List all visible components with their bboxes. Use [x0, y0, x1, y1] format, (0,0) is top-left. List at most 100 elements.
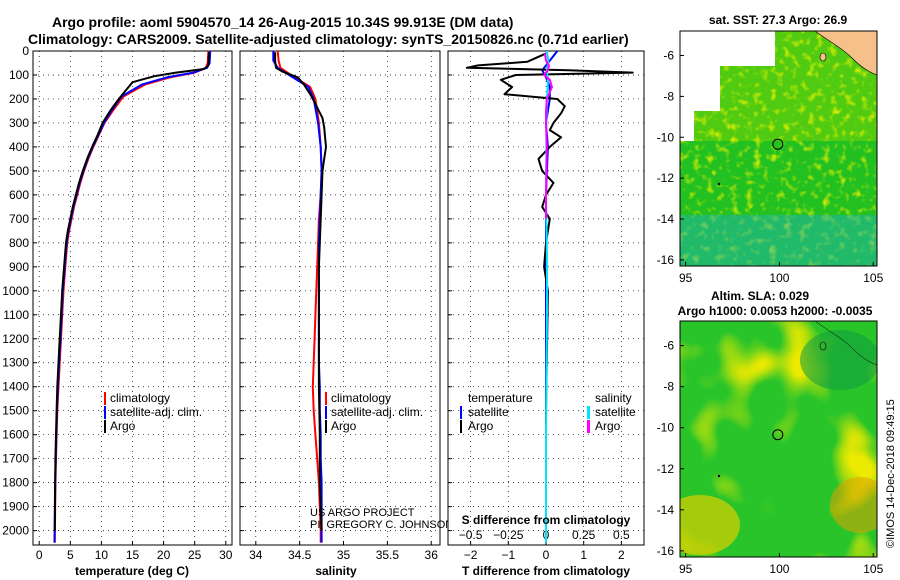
legend-climatology-label: climatology — [110, 391, 170, 405]
y-tick-label: 400 — [9, 140, 29, 154]
y-tick-label: 500 — [9, 164, 29, 178]
temperature-axis-ticks: 0 5 10 15 20 25 30 — [36, 541, 233, 562]
legend-s-argo-swatch — [587, 420, 590, 433]
sla-map-axis-ticks: 95 100 105 -6 -8 -10 -12 -14 -16 — [657, 339, 884, 576]
island-outline — [819, 52, 827, 62]
x-tick-label: 35 — [337, 548, 351, 562]
legend-argo-swatch — [325, 420, 327, 433]
y-tick-label: 1000 — [2, 284, 29, 298]
salinity-axis-ticks: 34 34.5 35 35.5 36 — [249, 541, 438, 562]
sst-map-axis-ticks: 95 100 105 -6 -8 -10 -12 -14 -16 — [657, 49, 884, 285]
difference-profiles — [465, 51, 634, 543]
x-tick-label: 25 — [188, 548, 202, 562]
map-x-tick-label: 100 — [769, 562, 789, 576]
legend-s-satellite-swatch — [587, 406, 590, 419]
difference-panel: −2 −1 0 1 2 −0.5 −0.25 0 0.25 0.5 T difference f… — [447, 50, 645, 578]
sumatra-outline — [814, 321, 877, 366]
map-y-tick-label: -6 — [663, 339, 674, 353]
float-position-marker — [772, 138, 784, 150]
series-line-argo — [274, 52, 327, 531]
x-tick-label: −2 — [464, 548, 478, 562]
x-tick-label: 36 — [425, 548, 439, 562]
sla-map-panel: Altim. SLA: 0.029 Argo h1000: 0.0053 h20… — [657, 289, 884, 576]
sla-high-blob — [680, 495, 740, 555]
map-y-tick-label: -14 — [657, 503, 675, 517]
map-y-tick-label: -8 — [663, 89, 674, 103]
x-tick-label: 20 — [157, 548, 171, 562]
map-x-tick-label: 95 — [679, 562, 693, 576]
difference-axis-ticks: −2 −1 0 1 2 — [464, 541, 625, 562]
map-x-tick-label: 100 — [769, 271, 789, 285]
legend-argo-swatch — [104, 420, 106, 433]
t-difference-axis-title: T difference from climatology — [462, 564, 630, 578]
map-x-tick-label: 105 — [863, 562, 883, 576]
temperature-axis-title: temperature (deg C) — [75, 564, 189, 578]
y-tick-label: 1900 — [2, 500, 29, 514]
s-tick-label: −0.25 — [493, 528, 524, 542]
legend-climatology-swatch — [325, 392, 327, 405]
temperature-panel: 0100200300400500600700800900100011001200… — [2, 44, 232, 578]
y-tick-label: 1300 — [2, 356, 29, 370]
legend-t-satellite-label: satellite — [468, 405, 509, 419]
sla-map-frame — [679, 320, 878, 558]
salinity-grid — [240, 50, 440, 545]
legend-t-satellite-swatch — [460, 406, 462, 419]
sst-map-title: sat. SST: 27.3 Argo: 26.9 — [709, 13, 848, 27]
y-tick-label: 1200 — [2, 332, 29, 346]
sst-map-field — [680, 31, 877, 266]
sla-map-field — [680, 321, 877, 557]
y-tick-label: 1400 — [2, 380, 29, 394]
s-tick-label: −0.5 — [459, 528, 483, 542]
sla-map-title: Altim. SLA: 0.029 — [711, 289, 809, 303]
credit-pi: PI: GREGORY C. JOHNSON — [310, 519, 453, 531]
sst-map-frame — [679, 30, 878, 267]
imos-timestamp: ©IMOS 14-Dec-2018 09:49:15 — [885, 399, 897, 548]
map-y-tick-label: -14 — [657, 212, 675, 226]
salinity-legend: climatology satellite-adj. clim. Argo — [325, 391, 423, 433]
island-outline — [819, 341, 827, 351]
sla-high-blob — [830, 477, 877, 533]
y-tick-label: 2000 — [2, 524, 29, 538]
legend-t-argo-swatch — [460, 420, 462, 433]
map-y-tick-label: -12 — [657, 171, 675, 185]
y-tick-label: 1100 — [3, 308, 29, 322]
sst-map-data-gap — [680, 31, 720, 111]
map-x-tick-label: 95 — [679, 271, 693, 285]
salinity-axis-title: salinity — [315, 564, 357, 578]
s-tick-label: 0.5 — [613, 528, 630, 542]
y-tick-label: 200 — [9, 92, 29, 106]
sst-map-panel: sat. SST: 27.3 Argo: 26.9 95 100 105 -6 -8 -1… — [657, 13, 884, 285]
x-tick-label: 34 — [249, 548, 263, 562]
legend-salinity-heading: salinity — [595, 391, 632, 405]
x-tick-label: 34.5 — [288, 548, 312, 562]
x-tick-label: 0 — [36, 548, 43, 562]
y-tick-label: 1800 — [2, 476, 29, 490]
y-tick-label: 600 — [9, 188, 29, 202]
x-tick-label: 10 — [95, 548, 109, 562]
map-y-tick-label: -16 — [657, 253, 675, 267]
map-x-tick-label: 105 — [863, 271, 883, 285]
pressure-axis-labels: 0 100 200 300 400 500 600 700 800 900 1000 1100 1200… — [2, 44, 29, 538]
difference-legend: temperature satellite Argo salinity sate… — [460, 391, 636, 433]
y-tick-label: 0 — [22, 44, 29, 58]
y-tick-label: 700 — [9, 212, 29, 226]
y-tick-label: 1500 — [2, 404, 29, 418]
sla-low-blob — [800, 330, 877, 390]
series-line-climatology — [276, 51, 323, 543]
map-y-tick-label: -16 — [657, 544, 675, 558]
legend-satellite-label: satellite-adj. clim. — [331, 405, 423, 419]
sla-map-subtitle: Argo h1000: 0.0053 h2000: -0.0035 — [678, 304, 873, 318]
legend-argo-label: Argo — [331, 419, 357, 433]
sst-map-data-gap — [720, 31, 775, 66]
x-tick-label: 1 — [580, 548, 587, 562]
series-line-s-argo — [543, 53, 553, 219]
map-y-tick-label: -12 — [657, 462, 675, 476]
salinity-plot-frame — [239, 50, 441, 546]
y-tick-label: 1600 — [2, 428, 29, 442]
legend-satellite-swatch — [104, 406, 106, 419]
y-tick-label: 100 — [9, 68, 29, 82]
map-y-tick-label: -10 — [657, 130, 675, 144]
s-tick-label: 0.25 — [572, 528, 596, 542]
temperature-legend: climatology satellite-adj. clim. Argo — [104, 391, 202, 433]
legend-temperature-heading: temperature — [468, 391, 533, 405]
